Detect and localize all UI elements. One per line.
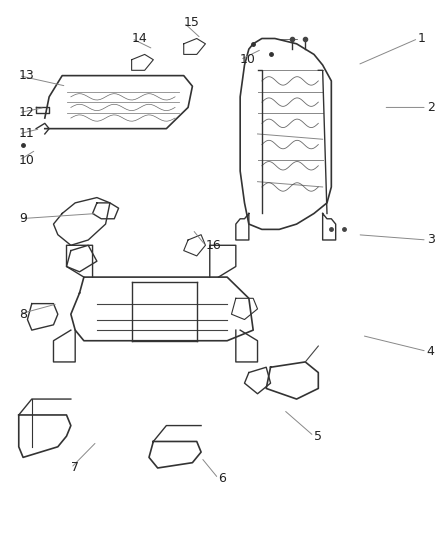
Text: 10: 10: [240, 53, 256, 66]
Text: 9: 9: [19, 212, 27, 225]
Text: 16: 16: [205, 239, 221, 252]
Text: 5: 5: [314, 430, 322, 443]
Text: 1: 1: [418, 32, 426, 45]
Text: 10: 10: [19, 154, 35, 167]
Text: 4: 4: [427, 345, 435, 358]
Text: 6: 6: [219, 472, 226, 485]
Text: 8: 8: [19, 308, 27, 321]
Text: 11: 11: [19, 127, 35, 140]
Text: 2: 2: [427, 101, 435, 114]
Text: 3: 3: [427, 233, 435, 246]
Text: 13: 13: [19, 69, 35, 82]
Text: 15: 15: [184, 16, 200, 29]
Text: 14: 14: [132, 32, 147, 45]
Text: 12: 12: [19, 106, 35, 119]
Text: 7: 7: [71, 462, 79, 474]
